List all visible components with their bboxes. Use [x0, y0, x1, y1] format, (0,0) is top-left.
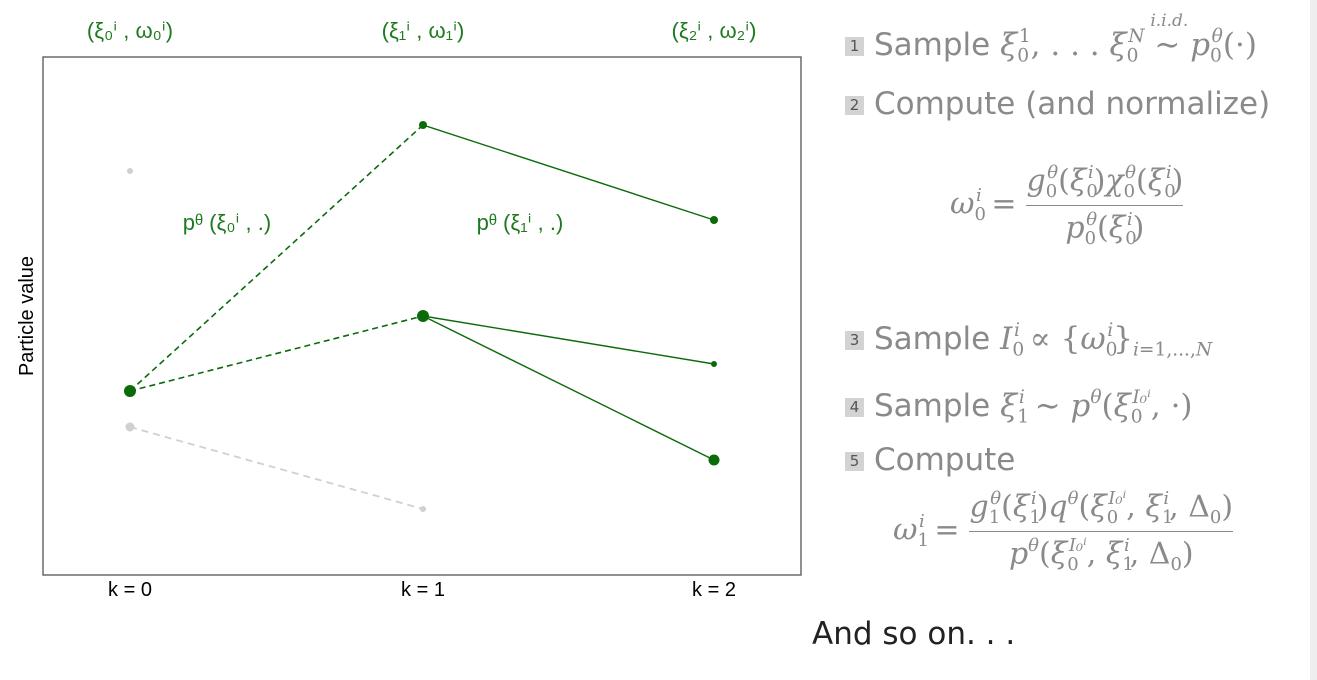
step-5: 5 Compute [845, 442, 1015, 478]
transition-k1-k2-upper [422, 124, 715, 221]
y-axis-label: Particle value [16, 256, 38, 376]
step-verb: Sample [874, 27, 991, 64]
step-number: 2 [845, 96, 864, 115]
transition-label-k0: pᶿ (ξ₀ⁱ , .) [183, 210, 271, 235]
particle-k0-active [124, 385, 136, 397]
step-number: 5 [845, 452, 864, 471]
x-tick-k0: k = 0 [108, 579, 152, 601]
particle-k0-inactive-top [127, 168, 133, 174]
scrollbar-track[interactable] [1310, 0, 1317, 680]
transition-k0-k1-middle [129, 315, 424, 392]
particle-k1-upper [419, 121, 427, 129]
step-4-formula: ξ1i ∼ pθ(ξ0I₀ⁱ, ·) [1000, 387, 1193, 428]
step-4: 4 Sample ξ1i ∼ pθ(ξ0I₀ⁱ, ·) [845, 387, 1193, 428]
x-tick-k1: k = 1 [401, 579, 445, 601]
particle-k2-upper [710, 216, 718, 224]
step-3-formula: I0i ∝ {ω0i}i=1,...,N [1000, 320, 1213, 361]
transition-k1-k2-lower [422, 315, 715, 461]
closing-text: And so on. . . [812, 616, 1016, 652]
particle-diagram: (ξ₀ⁱ , ω₀ⁱ) (ξ₁ⁱ , ω₁ⁱ) (ξ₂ⁱ , ω₂ⁱ) pᶿ (… [16, 18, 802, 601]
step-verb: Compute (and normalize) [874, 86, 1271, 122]
step-number: 1 [845, 37, 864, 57]
particle-k2-middle [711, 361, 717, 367]
transition-label-k1: pᶿ (ξ₁ⁱ , .) [477, 210, 564, 235]
step-1: 1 Sample ξ01, . . . ξ0N i.i.d. ∼ p0θ(·) [845, 11, 1257, 67]
column-header-k2: (ξ₂ⁱ , ω₂ⁱ) [672, 18, 757, 43]
step-verb: Compute [874, 442, 1016, 478]
step-verb: Sample [874, 388, 991, 425]
particle-k1-inactive [420, 506, 426, 512]
step-1-formula: ξ01, . . . ξ0N i.i.d. ∼ p0θ(·) [1000, 11, 1257, 67]
inactive-transition [129, 426, 424, 510]
step-3: 3 Sample I0i ∝ {ω0i}i=1,...,N [845, 320, 1212, 361]
step-number: 4 [845, 398, 864, 418]
column-header-k0: (ξ₀ⁱ , ω₀ⁱ) [87, 18, 173, 43]
x-tick-k2: k = 2 [692, 579, 736, 601]
plot-frame [42, 56, 802, 576]
weight-formula-0: ω0i = g0θ(ξ0i)χ0θ(ξ0i) p0θ(ξ0i) [950, 162, 1184, 249]
step-2: 2 Compute (and normalize) [845, 86, 1270, 122]
transition-k1-k2-middle [422, 315, 715, 365]
particle-k1-middle [417, 310, 429, 322]
transition-k0-k1-upper [129, 124, 424, 392]
particle-k0-inactive-bottom [125, 422, 135, 432]
step-verb: Sample [874, 321, 991, 358]
particle-k2-lower [708, 454, 720, 466]
column-header-k1: (ξ₁ⁱ , ω₁ⁱ) [382, 18, 465, 43]
step-number: 3 [845, 331, 864, 351]
weight-formula-1: ω1i = g1θ(ξ1i)qθ(ξ0I₀ⁱ, ξ1i, Δ0) pθ(ξ0I₀… [893, 488, 1234, 575]
